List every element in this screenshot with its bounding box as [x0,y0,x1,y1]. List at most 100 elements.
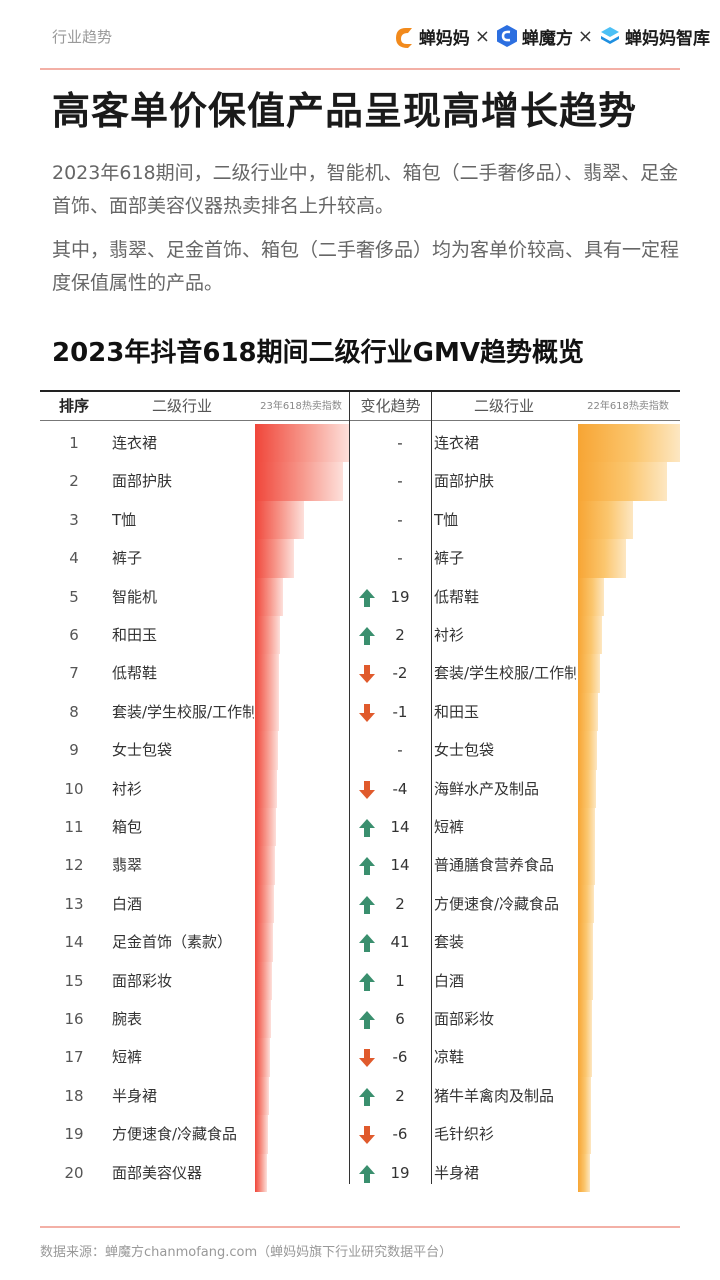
index-23-bar [255,500,304,540]
category-23-cell: 裤子 [112,549,143,568]
brand-chanmama: 蝉妈妈 [392,24,470,49]
category-23-cell: 短裤 [112,1048,143,1067]
category-22-cell: 半身裙 [434,1163,480,1182]
table-row: 20 面部美容仪器 19 半身裙 [40,1153,680,1192]
arrow-down-icon [359,665,375,684]
rank-cell: 9 [69,741,79,760]
rank-cell: 20 [64,1163,84,1182]
index-22-bar [578,923,594,962]
table-row: 19 方便速食/冷藏食品 -6 毛针织衫 [40,1115,680,1154]
change-cell: -2 [350,654,430,692]
rank-cell: 13 [64,894,84,913]
rank-cell: 7 [69,664,79,683]
change-value: 2 [395,626,405,644]
index-22-bar [578,424,680,463]
category-22-cell: 裤子 [434,549,465,568]
index-23-bar [255,923,273,962]
rank-cell: 5 [69,587,79,606]
category-23-cell: 白酒 [112,894,143,913]
index-23-bar [255,424,349,463]
index-22-bar [578,692,599,732]
index-23-bar [255,692,279,732]
data-source: 数据来源：蝉魔方chanmofang.com（蝉妈妈旗下行业研究数据平台） [40,1245,453,1260]
table-row: 1 连衣裙 - 连衣裙 [40,424,680,463]
category-22-cell: 套装 [434,933,465,952]
change-value: 14 [390,856,410,875]
category-23-cell: 足金首饰（素款） [112,933,233,952]
change-value: -1 [392,702,408,721]
index-22-bar [578,1153,591,1192]
category-23-cell: 面部美容仪器 [112,1163,203,1182]
brand-name-zhiku: 蝉妈妈智库 [625,28,710,49]
header-rank: 排序 [58,397,89,415]
brand-zhiku: 蝉妈妈智库 [598,24,710,49]
index-23-bar [255,846,275,885]
table-row: 5 智能机 19 低帮鞋 [40,577,680,616]
category-22-cell: 面部护肤 [434,472,495,491]
change-cell: 14 [350,808,430,846]
table-row: 15 面部彩妆 1 白酒 [40,961,680,1000]
index-22-bar [578,577,604,616]
category-22-cell: 海鲜水产及制品 [434,779,540,798]
header-category-23: 二级行业 [151,397,212,415]
arrow-up-icon [359,895,375,914]
category-22-cell: 凉鞋 [434,1048,465,1067]
category-22-cell: 毛针织衫 [434,1125,495,1144]
rank-cell: 18 [64,1086,84,1105]
header-index-23: 23年618热卖指数 [260,401,342,412]
category-22-cell: 衬衫 [434,626,465,644]
table-row: 18 半身裙 2 猪牛羊禽肉及制品 [40,1076,680,1116]
index-23-bar [255,539,295,578]
index-22-bar [578,961,594,1000]
change-cell: 19 [350,1154,430,1192]
index-22-bar [578,1076,592,1116]
table-row: 17 短裤 -6 凉鞋 [40,1038,680,1077]
index-22-bar [578,539,626,578]
change-value: -6 [392,1125,408,1144]
arrow-down-icon [359,780,375,799]
column-divider-left [349,392,350,1184]
index-22-bar [578,654,601,693]
table-row: 9 女士包袋 - 女士包袋 [40,731,680,770]
index-23-bar [255,577,284,616]
change-cell: 2 [350,1077,430,1115]
arrow-up-icon [359,857,375,876]
index-22-bar [578,769,597,808]
category-22-cell: 短裤 [434,818,465,836]
table-row: 8 套装/学生校服/工作制服 -1 和田玉 [40,692,680,732]
header-category-22: 二级行业 [473,397,534,415]
change-value: -6 [392,1048,408,1067]
rank-cell: 10 [64,779,84,798]
rank-cell: 12 [64,856,84,875]
table-row: 2 面部护肤 - 面部护肤 [40,462,680,501]
rank-cell: 14 [64,933,84,952]
rank-cell: 11 [64,818,84,836]
table-row: 6 和田玉 2 衬衫 [40,616,680,655]
table-header-rule [40,420,680,421]
arrow-up-icon [359,1011,375,1029]
change-cell: -6 [350,1038,430,1076]
category-23-cell: 翡翠 [112,856,143,875]
change-cell: - [350,731,430,769]
arrow-up-icon [359,1087,375,1106]
page-title: 高客单价保值产品呈现高增长趋势 [52,89,638,133]
index-23-bar [255,1115,269,1154]
arrow-up-icon [359,627,375,645]
table-row: 11 箱包 14 短裤 [40,808,680,847]
table-top-rule [40,390,680,392]
change-value: - [397,472,403,491]
category-23-cell: 衬衫 [112,779,143,798]
brand-separator: × [577,25,593,47]
index-22-bar [578,1000,593,1039]
change-value: 19 [390,1163,410,1182]
zhiku-logo-icon [601,27,619,44]
top-divider [40,68,680,70]
rank-cell: 8 [69,702,79,721]
index-23-bar [255,1153,268,1192]
rank-cell: 6 [69,626,79,644]
category-22-cell: 套装/学生校服/工作制服 [434,664,576,683]
category-23-cell: 低帮鞋 [112,664,158,683]
index-23-bar [255,1000,271,1039]
change-cell: -1 [350,693,430,731]
change-value: - [397,549,403,568]
